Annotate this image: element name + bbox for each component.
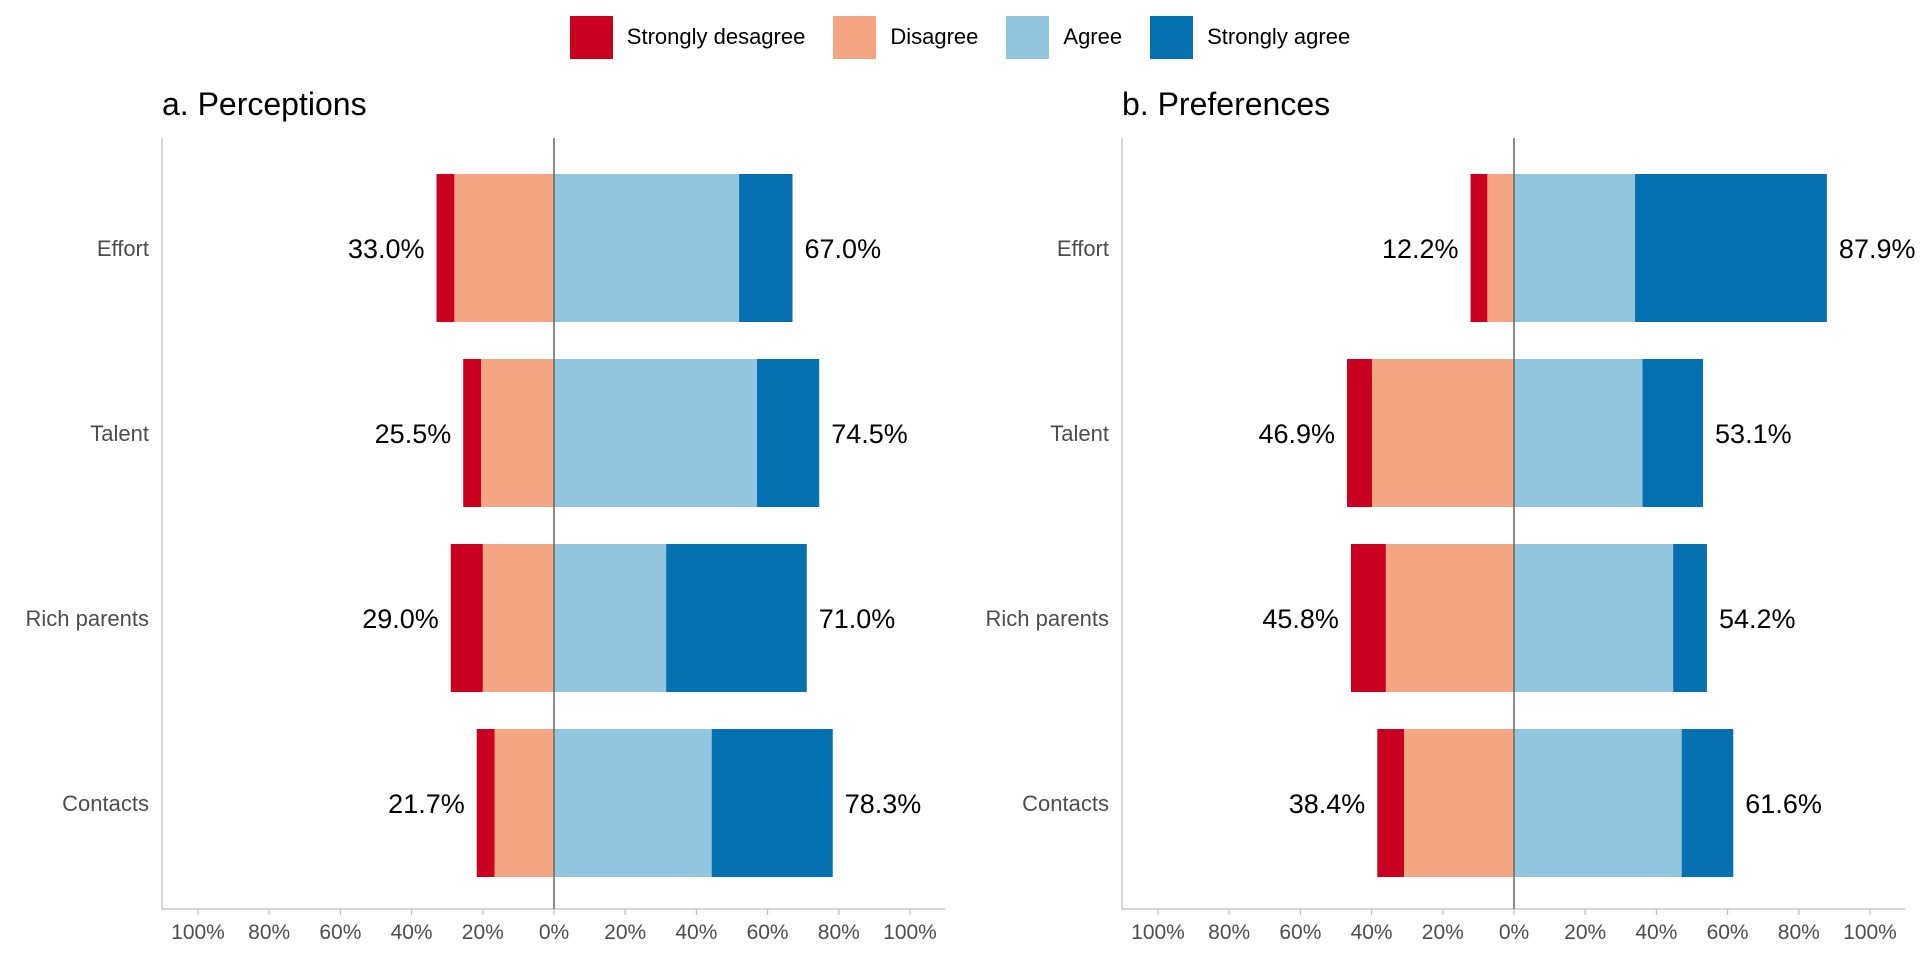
legend-swatch-strongly-agree [1150, 15, 1194, 59]
x-tick-label: 60% [1707, 921, 1749, 944]
panel-a: a. Perceptions Effort 33.0% 67.0% Talent 25.5… [25, 86, 945, 944]
x-tick-label: 80% [248, 921, 290, 944]
legend-item-agree: Agree [1006, 15, 1123, 59]
bar-disagree-contacts [1403, 729, 1514, 877]
x-tick-label: 0% [539, 921, 569, 944]
bar-strongly-agree-contacts [711, 729, 833, 877]
bar-agree-contacts [554, 729, 712, 877]
bar-strongly-disagree-effort [1470, 174, 1488, 322]
x-tick-label: 20% [1422, 921, 1464, 944]
x-tick-label: 80% [1778, 921, 1820, 944]
category-label-effort: Effort [1057, 236, 1109, 261]
bar-disagree-effort [1487, 174, 1514, 322]
agree-total-label-talent: 74.5% [831, 419, 908, 449]
x-tick-label: 20% [462, 921, 504, 944]
bar-disagree-contacts [494, 729, 554, 877]
bar-strongly-agree-rich-parents [666, 544, 807, 692]
x-tick-label: 60% [747, 921, 789, 944]
panel-title: a. Perceptions [162, 86, 367, 122]
disagree-total-label-talent: 46.9% [1258, 419, 1335, 449]
agree-total-label-talent: 53.1% [1715, 419, 1792, 449]
category-label-rich-parents: Rich parents [25, 606, 149, 631]
legend-swatch-strongly-disagree [569, 15, 613, 59]
x-tick-label: 100% [883, 921, 937, 944]
bar-agree-talent [554, 359, 757, 507]
bar-strongly-agree-rich-parents [1673, 544, 1707, 692]
x-tick-label: 40% [1351, 921, 1393, 944]
category-label-contacts: Contacts [62, 791, 149, 816]
disagree-total-label-talent: 25.5% [375, 419, 452, 449]
category-label-talent: Talent [1050, 421, 1109, 446]
legend-label-disagree: Disagree [890, 24, 979, 49]
legend-item-strongly-disagree: Strongly desagree [569, 15, 806, 59]
legend-label-agree: Agree [1063, 24, 1123, 49]
bar-agree-effort [554, 174, 740, 322]
x-tick-label: 100% [171, 921, 225, 944]
category-label-effort: Effort [97, 236, 149, 261]
x-tick-label: 60% [1279, 921, 1321, 944]
bar-strongly-disagree-contacts [476, 729, 495, 877]
disagree-total-label-rich-parents: 45.8% [1262, 604, 1339, 634]
category-label-talent: Talent [90, 421, 149, 446]
bar-agree-talent [1514, 359, 1643, 507]
x-tick-label: 100% [1843, 921, 1897, 944]
panel-b: b. Preferences Effort 12.2% 87.9% Talent 46.9… [985, 86, 1915, 944]
bar-disagree-rich-parents [1385, 544, 1514, 692]
bar-strongly-agree-talent [756, 359, 820, 507]
x-tick-label: 40% [675, 921, 717, 944]
bar-agree-effort [1514, 174, 1636, 322]
bar-strongly-agree-effort [1635, 174, 1827, 322]
legend-swatch-agree [1006, 15, 1050, 59]
legend-label-strongly-agree: Strongly agree [1207, 24, 1351, 49]
bar-agree-rich-parents [554, 544, 667, 692]
bar-strongly-disagree-talent [463, 359, 482, 507]
disagree-total-label-effort: 33.0% [348, 234, 425, 264]
bar-agree-contacts [1514, 729, 1682, 877]
bar-strongly-disagree-rich-parents [1350, 544, 1386, 692]
bar-disagree-effort [454, 174, 554, 322]
legend-swatch-disagree [833, 15, 877, 59]
x-tick-label: 40% [1635, 921, 1677, 944]
x-tick-label: 100% [1131, 921, 1185, 944]
x-tick-label: 20% [604, 921, 646, 944]
disagree-total-label-contacts: 38.4% [1289, 789, 1366, 819]
bar-disagree-rich-parents [482, 544, 554, 692]
x-tick-label: 80% [1208, 921, 1250, 944]
category-label-rich-parents: Rich parents [985, 606, 1109, 631]
category-label-contacts: Contacts [1022, 791, 1109, 816]
agree-total-label-rich-parents: 54.2% [1719, 604, 1796, 634]
disagree-total-label-effort: 12.2% [1382, 234, 1459, 264]
x-tick-label: 0% [1499, 921, 1529, 944]
x-tick-label: 20% [1564, 921, 1606, 944]
bar-strongly-agree-contacts [1681, 729, 1734, 877]
agree-total-label-effort: 67.0% [805, 234, 882, 264]
agree-total-label-effort: 87.9% [1839, 234, 1916, 264]
agree-total-label-contacts: 61.6% [1745, 789, 1822, 819]
legend-item-disagree: Disagree [833, 15, 979, 59]
agree-total-label-rich-parents: 71.0% [819, 604, 896, 634]
legend-item-strongly-agree: Strongly agree [1150, 15, 1351, 59]
legend: Strongly desagree Disagree Agree Strongl… [0, 14, 1920, 60]
x-tick-label: 80% [818, 921, 860, 944]
x-tick-label: 40% [391, 921, 433, 944]
bar-strongly-disagree-rich-parents [450, 544, 483, 692]
agree-total-label-contacts: 78.3% [845, 789, 922, 819]
bar-strongly-disagree-talent [1347, 359, 1372, 507]
bar-strongly-agree-effort [739, 174, 793, 322]
bar-strongly-disagree-contacts [1377, 729, 1404, 877]
bar-strongly-disagree-effort [436, 174, 455, 322]
bar-strongly-agree-talent [1642, 359, 1704, 507]
legend-label-strongly-disagree: Strongly desagree [626, 24, 806, 49]
bar-disagree-talent [481, 359, 554, 507]
panel-title: b. Preferences [1122, 86, 1330, 122]
disagree-total-label-contacts: 21.7% [388, 789, 465, 819]
bar-agree-rich-parents [1514, 544, 1674, 692]
bar-disagree-talent [1371, 359, 1514, 507]
disagree-total-label-rich-parents: 29.0% [362, 604, 439, 634]
x-tick-label: 60% [319, 921, 361, 944]
